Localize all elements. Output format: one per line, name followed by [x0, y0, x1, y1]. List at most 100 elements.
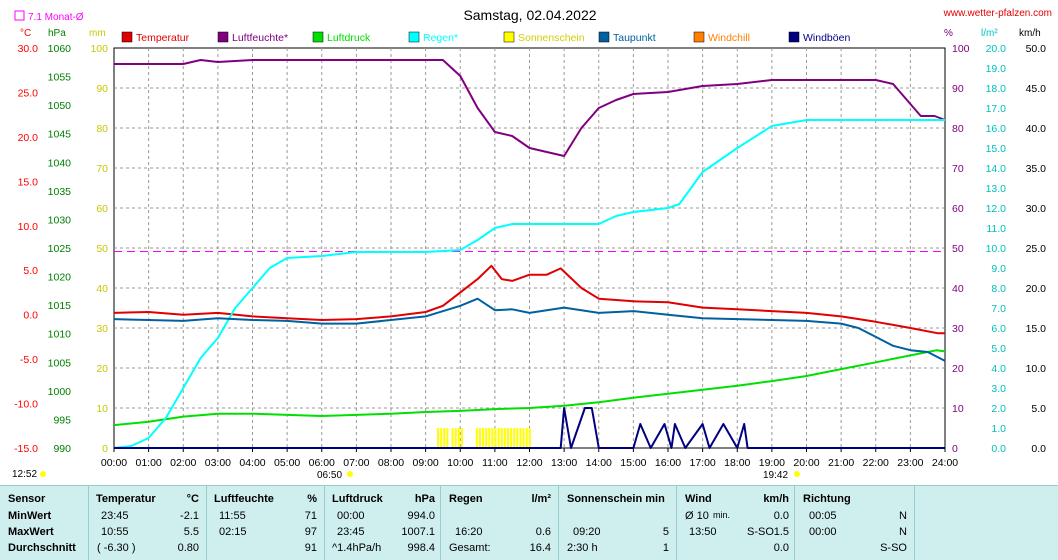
mm-axis-label: 60: [96, 203, 108, 215]
humidity-axis-label: 50: [952, 243, 964, 255]
legend-label: Windböen: [803, 32, 850, 44]
wind-axis-label: 0.0: [1031, 443, 1046, 455]
legend-swatch: [789, 32, 799, 42]
sun-avg: 1: [663, 542, 669, 554]
source-link[interactable]: www.wetter-pfalzen.com: [943, 8, 1052, 19]
humidity-axis-label: 0: [952, 443, 958, 455]
x-tick-label: 07:00: [343, 457, 369, 469]
wind-min: 0.0: [774, 510, 789, 522]
sunshine-bar: [513, 428, 515, 448]
unit-wind: km/h: [1019, 28, 1041, 39]
legend-label: Luftfeuchte*: [232, 32, 288, 44]
rain-axis-label: 20.0: [986, 43, 1007, 55]
press-min-time: 00:00: [337, 510, 365, 522]
x-tick-label: 24:00: [932, 457, 958, 469]
row-label: MinWert: [8, 510, 51, 522]
unit-press: hPa: [48, 28, 66, 39]
sunshine-bar: [440, 428, 442, 448]
rain-axis-label: 9.0: [991, 263, 1006, 275]
sunshine-bar: [461, 428, 463, 448]
rain-axis-label: 4.0: [991, 363, 1006, 375]
press-max: 1007.1: [401, 526, 435, 538]
sunshine-bar: [523, 428, 525, 448]
monthly-avg-label: 7.1 Monat-Ø: [28, 12, 84, 23]
pressure-axis-label: 1010: [48, 329, 72, 341]
sunshine-bar: [476, 428, 478, 448]
rain-max-time: 16:20: [455, 526, 483, 538]
col-humidity: Luftfeuchte % 11:55 02:15 71 97 91: [206, 486, 325, 560]
col-empty: [914, 486, 1058, 560]
x-tick-label: 06:00: [309, 457, 335, 469]
legend-swatch: [122, 32, 132, 42]
mm-axis-label: 10: [96, 403, 108, 415]
x-tick-label: 21:00: [828, 457, 854, 469]
humidity-axis-label: 30: [952, 323, 964, 335]
humidity-axis-label: 70: [952, 163, 964, 175]
sun-max: 5: [663, 526, 669, 538]
sunshine-bar: [482, 428, 484, 448]
pressure-axis-label: 1055: [48, 72, 72, 84]
pressure-axis-label: 1020: [48, 272, 72, 284]
sunshine-bar: [504, 428, 506, 448]
hdr-rain: Regen: [449, 493, 483, 505]
wind-avg: 0.0: [774, 542, 789, 554]
rain-axis-label: 8.0: [991, 283, 1006, 295]
rain-axis-label: 6.0: [991, 323, 1006, 335]
legend-label: Temperatur: [136, 32, 190, 44]
chart-title: Samstag, 02.04.2022: [463, 7, 596, 23]
hum-max-time: 02:15: [219, 526, 247, 538]
rain-axis-label: 7.0: [991, 303, 1006, 315]
x-tick-label: 14:00: [586, 457, 612, 469]
rain-axis-label: 10.0: [986, 243, 1007, 255]
pressure-axis-label: 1015: [48, 300, 72, 312]
sun-max-time: 09:20: [573, 526, 601, 538]
x-tick-label: 03:00: [205, 457, 231, 469]
x-tick-label: 10:00: [447, 457, 473, 469]
hdr-wind-unit: km/h: [763, 493, 789, 505]
sunset-label: 19:42: [763, 470, 788, 481]
legend-label: Sonnenschein: [518, 32, 585, 44]
humidity-axis-label: 10: [952, 403, 964, 415]
x-tick-label: 17:00: [689, 457, 715, 469]
sunshine-bar: [488, 428, 490, 448]
dir-min-time: 00:05: [809, 510, 837, 522]
mm-axis-label: 20: [96, 363, 108, 375]
wind-avg-sublabel: min.: [713, 510, 730, 520]
temp-axis-label: 25.0: [18, 87, 39, 99]
x-tick-label: 12:00: [516, 457, 542, 469]
first-time-sun-icon: [40, 471, 46, 477]
unit-temp: °C: [20, 28, 31, 39]
series-temperatur-line: [114, 266, 945, 334]
rain-axis-label: 16.0: [986, 123, 1007, 135]
sunshine-bar: [526, 428, 528, 448]
legend-swatch: [313, 32, 323, 42]
mm-axis-label: 100: [90, 43, 108, 55]
sunshine-bar: [519, 428, 521, 448]
dir-max: N: [899, 526, 907, 538]
rain-axis-label: 12.0: [986, 203, 1007, 215]
sunshine-bar: [491, 428, 493, 448]
unit-rain: l/m²: [981, 28, 998, 39]
col-temperature: Temperatur °C 23:45 10:55 ( -6.30 ) -2.1…: [88, 486, 207, 560]
hdr-temp: Temperatur: [96, 493, 156, 505]
hdr-sensor: Sensor: [8, 493, 45, 505]
first-time-label: 12:52: [12, 469, 37, 480]
sunshine-bar: [452, 428, 454, 448]
x-tick-label: 05:00: [274, 457, 300, 469]
rain-axis-label: 13.0: [986, 183, 1007, 195]
rain-axis-label: 3.0: [991, 383, 1006, 395]
mm-axis-label: 30: [96, 323, 108, 335]
rain-total: 16.4: [530, 542, 551, 554]
humidity-axis-label: 100: [952, 43, 970, 55]
temp-axis-label: 20.0: [18, 132, 39, 144]
rain-axis-label: 19.0: [986, 63, 1007, 75]
wind-axis-label: 20.0: [1026, 283, 1047, 295]
x-tick-label: 19:00: [759, 457, 785, 469]
hum-avg: 91: [305, 542, 317, 554]
x-tick-label: 15:00: [620, 457, 646, 469]
dir-avg: S-SO: [880, 542, 907, 554]
col-pressure: Luftdruck hPa 00:00 23:45 ^1.4hPa/h 994.…: [324, 486, 441, 560]
mm-axis-label: 80: [96, 123, 108, 135]
rain-axis-label: 17.0: [986, 103, 1007, 115]
hdr-hum-unit: %: [307, 493, 317, 505]
